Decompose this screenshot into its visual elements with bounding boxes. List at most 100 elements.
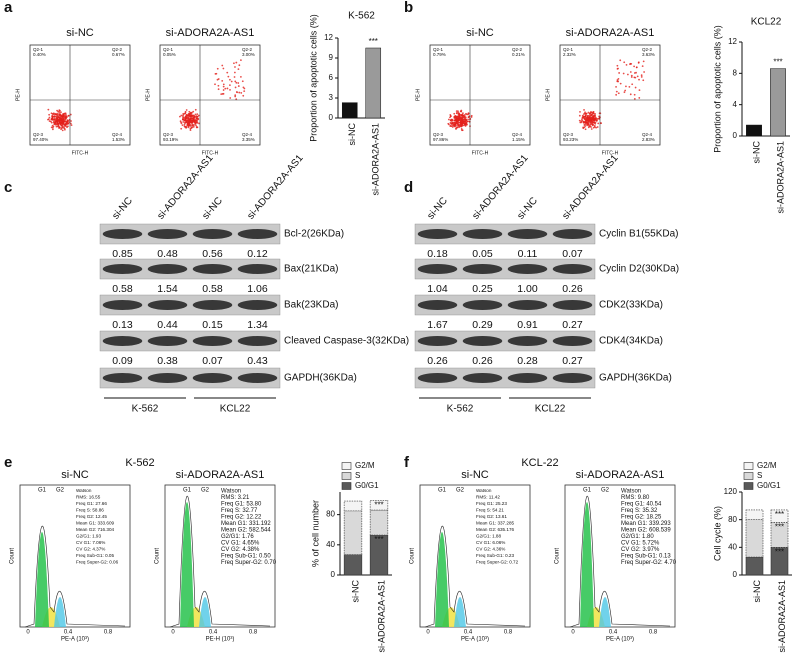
event-dot: [594, 122, 597, 125]
event-dot: [67, 122, 70, 125]
event-dot: [584, 116, 587, 119]
event-dot: [51, 116, 54, 119]
event-dot: [463, 121, 466, 124]
blot-band: [192, 373, 233, 383]
x-tick-label: 0: [171, 630, 175, 636]
peak-label: G2: [601, 488, 610, 494]
quadrant-name: Q2-1: [563, 47, 574, 52]
event-dot: [61, 116, 64, 119]
event-dot: [54, 112, 57, 115]
blot-band: [237, 229, 278, 239]
event-dot: [592, 126, 595, 129]
blot-band: [462, 229, 503, 239]
event-dot: [188, 124, 190, 127]
lane-label: si-ADORA2A-AS1: [245, 152, 306, 221]
blot-band: [462, 336, 503, 346]
event-dot: [458, 112, 460, 115]
stat-line: RMS: 11.42: [476, 495, 500, 500]
quantification: 0.25: [472, 283, 493, 295]
stat-line: G2/G1: 1.93: [76, 534, 101, 539]
event-dot: [194, 108, 197, 111]
event-dot: [182, 118, 185, 121]
event-dot: [179, 120, 182, 123]
event-dot: [186, 119, 189, 122]
event-dot: [51, 124, 54, 127]
quadrant-value: 0.40%: [33, 52, 46, 57]
blot-band: [147, 336, 188, 346]
quantification: 0.27: [562, 319, 583, 331]
event-dot: [238, 91, 241, 94]
protein-label: Cyclin D2(30KDa): [599, 264, 679, 275]
y-axis-label: Count: [410, 548, 416, 564]
event-dot: [233, 71, 236, 74]
event-dot: [467, 116, 470, 118]
stat-line: CV G1: 6.06%: [476, 540, 505, 545]
y-tick-label: 80: [728, 515, 737, 524]
blot-band: [507, 300, 548, 310]
event-dot: [189, 113, 191, 116]
blot-band: [237, 336, 278, 346]
y-tick-label: 12: [728, 37, 737, 46]
event-dot: [184, 110, 187, 113]
quantification: 0.43: [247, 355, 268, 367]
event-dot: [598, 117, 601, 120]
blot-band: [507, 264, 548, 274]
quadrant-value: 0.67%: [112, 52, 125, 57]
event-dot: [53, 115, 56, 118]
y-axis-label: PE-H: [145, 89, 151, 101]
panel-label: f: [404, 454, 410, 471]
x-tick-label: 0.8: [649, 630, 658, 636]
g2-peak: [54, 597, 66, 627]
y-axis-label: Count: [155, 548, 161, 564]
quantification: 0.28: [517, 355, 538, 367]
event-dot: [634, 86, 637, 89]
blot-band: [237, 300, 278, 310]
plot-title: si-ADORA2A-AS1: [576, 469, 665, 481]
stat-line: Freq G1: 27.66: [76, 501, 107, 506]
event-dot: [458, 126, 460, 129]
event-dot: [590, 128, 593, 130]
quadrant-value: 0.79%: [433, 52, 446, 57]
quantification: 0.12: [247, 248, 268, 260]
blot-strip: [99, 223, 281, 245]
event-dot: [456, 118, 459, 121]
event-dot: [217, 88, 220, 91]
quantification: 0.15: [202, 319, 223, 331]
event-dot: [59, 119, 62, 122]
event-dot: [192, 125, 195, 128]
event-dot: [453, 119, 456, 122]
x-tick-label: si-ADORA2A-AS1: [371, 123, 381, 196]
x-tick-label: 0.8: [104, 630, 113, 636]
event-dot: [638, 89, 641, 92]
event-dot: [48, 116, 51, 119]
event-dot: [595, 117, 598, 120]
event-dot: [451, 121, 453, 123]
quadrant-value: 0.05%: [163, 52, 176, 57]
event-dot: [237, 85, 240, 87]
quantification: 0.26: [472, 355, 493, 367]
event-dot: [635, 66, 638, 69]
stat-line: Mean G2: 635.176: [476, 527, 514, 532]
event-dot: [56, 109, 59, 112]
event-dot: [183, 125, 186, 127]
event-dot: [243, 90, 246, 92]
event-dot: [179, 115, 181, 118]
event-dot: [229, 97, 232, 99]
event-dot: [185, 109, 188, 111]
event-dot: [465, 123, 468, 126]
x-axis-label: FITC-H: [202, 150, 219, 156]
panel-label: c: [4, 179, 12, 196]
blot-band: [417, 229, 458, 239]
event-dot: [615, 90, 618, 93]
quadrant-name: Q2-4: [642, 132, 653, 137]
g1-peak: [180, 502, 194, 627]
y-tick-label: 0: [329, 113, 334, 122]
event-dot: [226, 71, 229, 74]
x-tick-label: si-NC: [347, 123, 357, 146]
protein-label: CDK4(34KDa): [599, 336, 663, 347]
event-dot: [587, 123, 590, 125]
event-dot: [451, 126, 454, 128]
event-dot: [636, 75, 639, 78]
